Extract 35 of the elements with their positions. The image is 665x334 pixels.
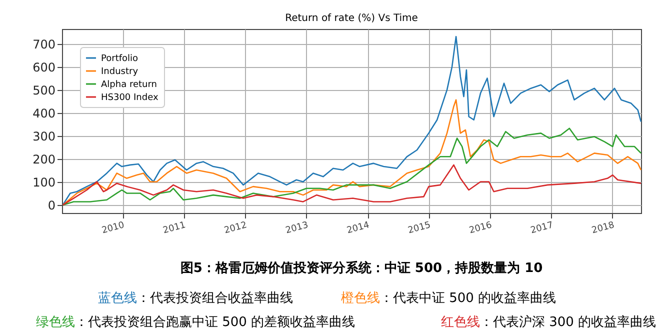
x-tick-label: 2016 — [468, 220, 494, 236]
text: ：代表投资组合跑赢中证 500 的差额收益率曲线 — [75, 314, 356, 330]
legend-label: HS300 Index — [101, 93, 159, 103]
text: 橙色线 — [341, 291, 380, 306]
x-tick-label: 2017 — [530, 220, 554, 236]
y-tick-label: 300 — [32, 129, 56, 144]
x-tick-label: 2015 — [407, 220, 432, 236]
text: ：代表沪深 300 的收益率曲线 — [480, 314, 656, 330]
y-tick-label: 0 — [48, 198, 56, 212]
line-series — [62, 128, 642, 206]
x-tick-label: 2014 — [346, 220, 371, 236]
text: ：代表投资组合收益率曲线 — [137, 290, 293, 306]
chart-title: Return of rate (%) Vs Time — [285, 13, 418, 24]
x-tick-label: 2011 — [162, 220, 187, 236]
caption: 图5：格雷厄姆价值投资评分系统：中证 500，持股数量为 10 — [180, 260, 543, 276]
x-tick-label: 2010 — [100, 220, 126, 236]
y-tick-label: 700 — [32, 37, 56, 52]
line-series — [62, 164, 642, 206]
y-tick-label: 100 — [32, 175, 56, 190]
text: 蓝色线 — [98, 291, 137, 306]
line-series — [62, 99, 642, 206]
legend-label: Portfolio — [101, 54, 139, 64]
line-series — [62, 36, 642, 206]
x-tick-label: 2012 — [223, 220, 248, 236]
text: ：代表中证 500 的收益率曲线 — [380, 290, 556, 306]
x-tick-label: 2013 — [284, 220, 310, 236]
y-tick-label: 200 — [32, 152, 56, 166]
y-tick-label: 400 — [32, 106, 56, 120]
legend-label: Industry — [101, 67, 139, 77]
x-tick-label: 2018 — [590, 220, 616, 236]
y-tick-label: 600 — [32, 60, 56, 74]
legend-label: Alpha return — [101, 80, 157, 90]
y-tick-label: 500 — [32, 83, 56, 98]
text: 红色线 — [441, 315, 480, 330]
text: 绿色线 — [36, 315, 75, 330]
